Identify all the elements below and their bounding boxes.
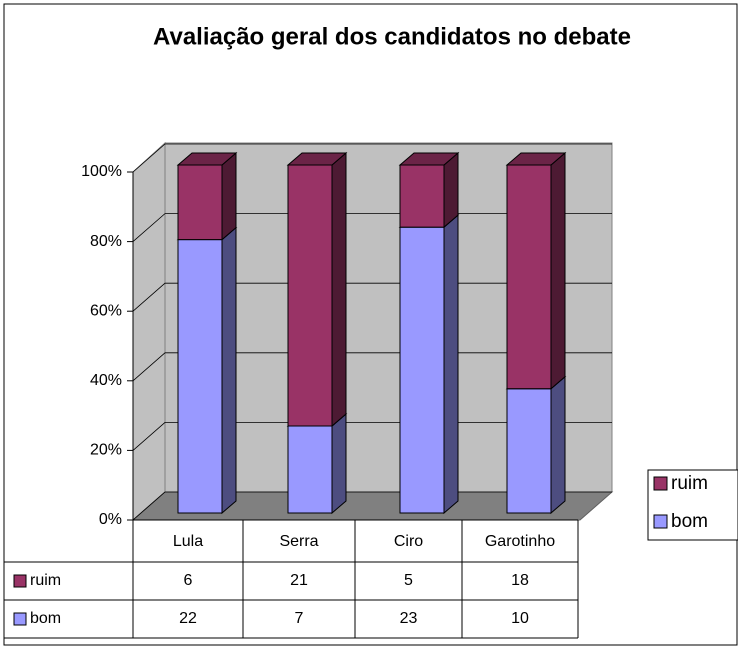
grid-line xyxy=(132,491,612,521)
bar xyxy=(287,164,333,427)
y-tick-label: 60% xyxy=(90,302,122,319)
table-value: 10 xyxy=(511,610,529,627)
table-legend-key xyxy=(13,574,27,588)
bar-side xyxy=(221,151,237,241)
table-value: 23 xyxy=(400,610,418,627)
grid-line xyxy=(132,352,612,382)
table-value: 22 xyxy=(179,610,197,627)
bar-top xyxy=(398,152,460,166)
bar xyxy=(177,239,223,514)
bar-side xyxy=(550,375,566,515)
bar-side xyxy=(331,412,347,515)
table-value: 5 xyxy=(404,572,413,589)
bar-side xyxy=(331,151,347,428)
grid-line xyxy=(132,282,612,312)
bar-side xyxy=(443,214,459,515)
table-value: 6 xyxy=(184,572,193,589)
y-tick-label: 20% xyxy=(90,442,122,459)
bar-top xyxy=(505,152,567,166)
bar xyxy=(399,164,445,228)
x-tick-label: Serra xyxy=(279,533,318,550)
y-tick-label: 100% xyxy=(81,163,122,180)
y-tick-label: 40% xyxy=(90,372,122,389)
bar-side xyxy=(550,151,566,390)
bar xyxy=(506,164,552,390)
y-tick-label: 80% xyxy=(90,233,122,250)
legend-key xyxy=(653,476,668,491)
y-tick-label: 0% xyxy=(99,511,122,528)
grid-line xyxy=(132,213,612,242)
table-value: 7 xyxy=(295,610,304,627)
table-value: 21 xyxy=(290,572,308,589)
bar-top xyxy=(286,152,348,166)
bar-top xyxy=(176,152,238,166)
table-value: 18 xyxy=(511,572,529,589)
legend-label: ruim xyxy=(671,473,708,494)
bar-side xyxy=(221,226,237,515)
x-tick-label: Garotinho xyxy=(485,533,555,550)
grid-line xyxy=(132,421,612,451)
bar xyxy=(399,226,445,514)
table-legend-key xyxy=(13,612,27,626)
bar xyxy=(287,425,333,514)
side-wall xyxy=(132,141,166,522)
bar-side xyxy=(443,151,459,229)
bar xyxy=(506,388,552,514)
legend-key xyxy=(653,514,668,529)
table-series-label: bom xyxy=(30,610,61,627)
bar xyxy=(177,164,223,241)
x-tick-label: Lula xyxy=(173,533,203,550)
legend-label: bom xyxy=(671,511,708,532)
grid-line xyxy=(132,143,612,173)
table-series-label: ruim xyxy=(30,572,61,589)
chart-title: Avaliação geral dos candidatos no debate xyxy=(153,23,631,50)
x-tick-label: Ciro xyxy=(394,533,423,550)
